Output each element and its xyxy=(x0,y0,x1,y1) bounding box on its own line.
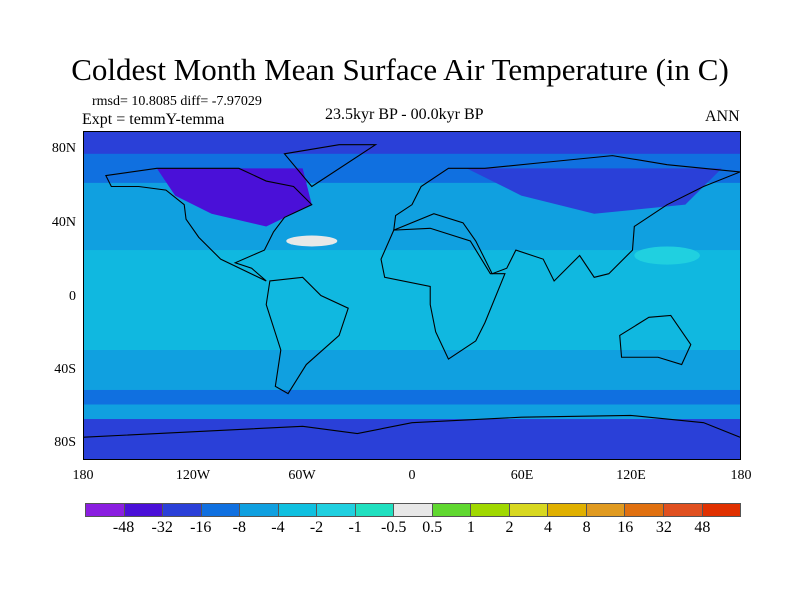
season-text: ANN xyxy=(705,108,740,125)
colorbar-swatch xyxy=(432,504,472,516)
asia-cold xyxy=(466,168,722,214)
colorbar-swatch xyxy=(394,504,433,516)
colorbar-label: -4 xyxy=(271,519,285,536)
colorbar-swatch xyxy=(471,504,510,516)
colorbar-label: -16 xyxy=(190,519,212,536)
colorbar-label: -0.5 xyxy=(381,519,407,536)
stats-text: rmsd= 10.8085 diff= -7.97029 xyxy=(92,94,262,109)
lon-label: 60W xyxy=(288,468,316,483)
colorbar-swatch xyxy=(663,504,703,516)
colorbar-label: -2 xyxy=(309,519,324,536)
coastlines xyxy=(84,144,740,438)
lon-label: 120E xyxy=(616,468,646,483)
lon-label: 0 xyxy=(408,468,416,483)
plot-title: Coldest Month Mean Surface Air Temperatu… xyxy=(71,52,729,87)
atlantic-anomaly xyxy=(286,235,338,247)
colorbar-swatch xyxy=(702,504,741,516)
colorbar-label: 16 xyxy=(617,519,634,536)
colorbar-swatch xyxy=(86,504,125,516)
colorbar-label: -8 xyxy=(232,519,247,536)
colorbar-label: 2 xyxy=(505,519,514,536)
colorbar-label: 32 xyxy=(655,519,672,536)
colorbar-swatch xyxy=(355,504,395,516)
lat-label: 80S xyxy=(54,435,76,450)
lat-label: 40N xyxy=(51,215,76,230)
tropics-band xyxy=(84,250,740,350)
colorbar-label: 0.5 xyxy=(422,519,443,536)
colorbar-swatch xyxy=(625,504,664,516)
lon-label: 120W xyxy=(175,468,211,483)
colorbar-swatch xyxy=(124,504,164,516)
lat-label: 80N xyxy=(51,141,76,156)
temperature-map xyxy=(83,131,741,460)
lon-label: 60E xyxy=(510,468,534,483)
colorbar-swatch xyxy=(201,504,241,516)
experiment-text: Expt = temmY-temma xyxy=(82,111,225,128)
lat-label: 40S xyxy=(54,362,76,377)
colorbar-swatch xyxy=(317,504,356,516)
colorbar-label: 1 xyxy=(466,519,475,536)
colorbar-swatch xyxy=(163,504,202,516)
colorbar-label: -48 xyxy=(112,519,135,536)
colorbar-label: 8 xyxy=(582,519,591,536)
colorbar-label: -1 xyxy=(348,519,362,536)
lon-label: 180 xyxy=(72,468,94,483)
lat-label: 0 xyxy=(69,289,76,304)
colorbar-label: -32 xyxy=(151,519,173,536)
colorbar-swatch xyxy=(548,504,587,516)
colorbar xyxy=(85,503,741,517)
lon-label: 180 xyxy=(730,468,752,483)
south-polar-band xyxy=(84,419,740,459)
colorbar-swatch xyxy=(240,504,279,516)
colorbar-swatch xyxy=(586,504,626,516)
colorbar-label: 48 xyxy=(694,519,711,536)
period-text: 23.5kyr BP - 00.0kyr BP xyxy=(325,106,484,123)
colorbar-swatch xyxy=(278,504,318,516)
colorbar-swatch xyxy=(509,504,549,516)
colorbar-label: 4 xyxy=(544,519,553,536)
